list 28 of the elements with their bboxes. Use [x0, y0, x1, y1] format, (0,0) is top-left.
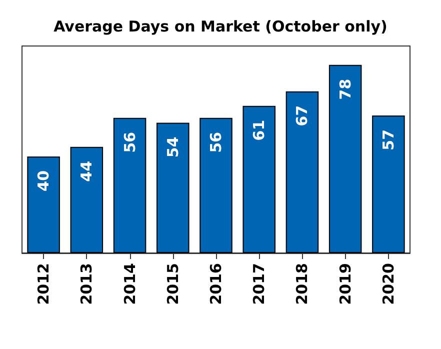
data-label: 54	[164, 136, 182, 158]
x-tick-label: 2013	[78, 263, 96, 305]
x-tick-label: 2015	[164, 263, 182, 305]
data-label: 44	[78, 160, 96, 182]
bar	[156, 122, 190, 253]
bar	[286, 91, 319, 253]
data-label: 78	[336, 78, 354, 100]
x-tick-label: 2019	[336, 263, 354, 305]
data-label: 61	[250, 120, 268, 141]
data-label: 56	[207, 132, 225, 153]
x-tick-label: 2014	[120, 263, 139, 305]
bar	[372, 115, 405, 253]
data-label: 40	[34, 170, 53, 192]
bar	[113, 118, 146, 253]
x-tick-label: 2017	[250, 263, 268, 305]
bar	[27, 156, 60, 253]
bar	[200, 118, 232, 253]
x-tick-label: 2012	[34, 263, 53, 305]
bar	[70, 146, 104, 253]
chart-title: Average Days on Market (October only)	[54, 18, 388, 36]
data-label: 56	[120, 132, 139, 153]
bar	[242, 106, 276, 253]
data-label: 67	[293, 105, 312, 126]
x-tick-label: 2020	[379, 263, 398, 305]
bar	[328, 64, 362, 253]
data-label: 57	[379, 129, 398, 150]
x-tick-label: 2016	[207, 263, 225, 305]
x-tick-label: 2018	[293, 263, 312, 305]
